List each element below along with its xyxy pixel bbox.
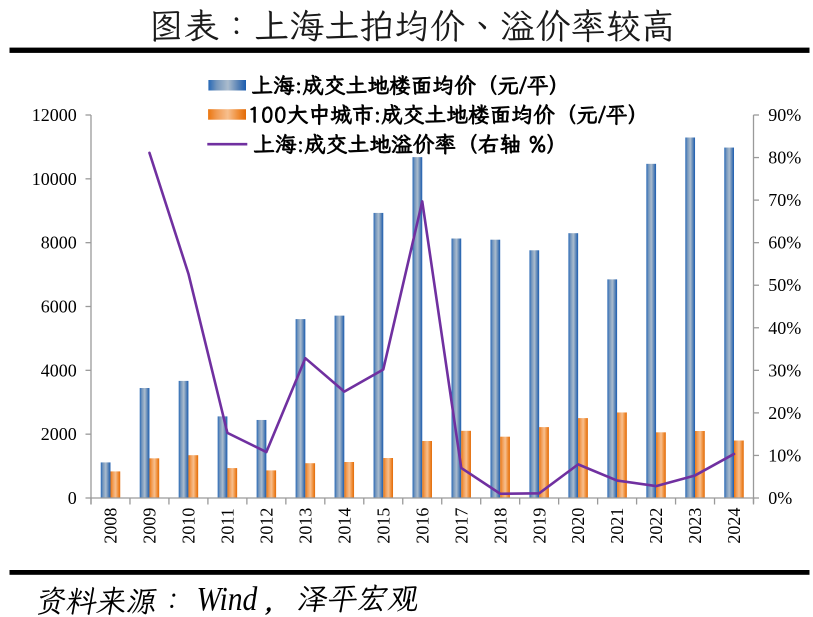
svg-text:2012: 2012 <box>256 508 276 544</box>
svg-text:2018: 2018 <box>490 508 510 544</box>
svg-text:2023: 2023 <box>685 508 705 544</box>
svg-text:40%: 40% <box>768 318 801 338</box>
svg-text:2019: 2019 <box>529 508 549 544</box>
svg-text:10000: 10000 <box>32 169 77 189</box>
svg-text:70%: 70% <box>768 190 801 210</box>
svg-text:2000: 2000 <box>41 424 77 444</box>
svg-text:2009: 2009 <box>140 508 160 544</box>
svg-text:20%: 20% <box>768 403 801 423</box>
svg-text:2014: 2014 <box>334 508 354 544</box>
svg-text:30%: 30% <box>768 360 801 380</box>
svg-text:2016: 2016 <box>412 508 432 544</box>
svg-text:50%: 50% <box>768 275 801 295</box>
svg-text:12000: 12000 <box>32 105 77 125</box>
svg-text:2022: 2022 <box>646 508 666 544</box>
svg-text:0: 0 <box>68 488 77 508</box>
svg-text:2008: 2008 <box>101 508 121 544</box>
svg-text:2017: 2017 <box>451 508 471 544</box>
svg-text:60%: 60% <box>768 233 801 253</box>
svg-text:2015: 2015 <box>373 508 393 544</box>
svg-text:6000: 6000 <box>41 297 77 317</box>
svg-text:2021: 2021 <box>607 508 627 544</box>
svg-text:90%: 90% <box>768 105 801 125</box>
svg-text:2011: 2011 <box>218 508 238 543</box>
svg-text:2013: 2013 <box>295 508 315 544</box>
svg-text:Wind: Wind <box>197 580 259 617</box>
svg-text:80%: 80% <box>768 148 801 168</box>
svg-text:8000: 8000 <box>41 233 77 253</box>
svg-text:10%: 10% <box>768 445 801 465</box>
svg-text:2020: 2020 <box>568 508 588 544</box>
svg-text:2024: 2024 <box>724 508 744 544</box>
svg-text:0%: 0% <box>768 488 792 508</box>
svg-text:4000: 4000 <box>41 360 77 380</box>
svg-text:2010: 2010 <box>179 508 199 544</box>
